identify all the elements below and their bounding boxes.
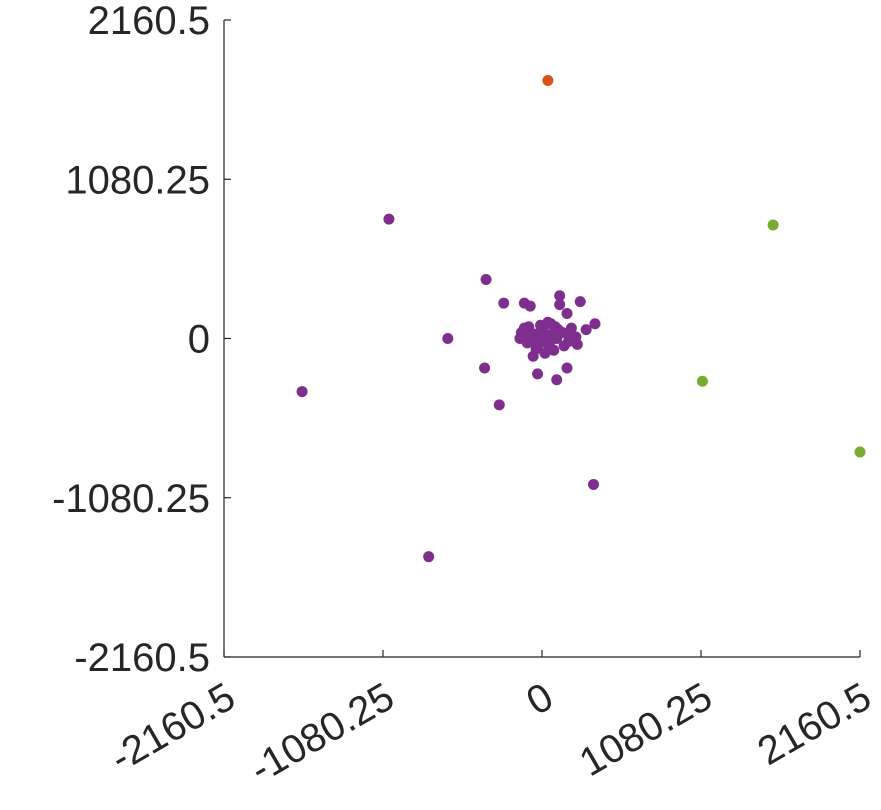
y-tick-label: 0 xyxy=(188,318,210,362)
scatter-point xyxy=(479,362,491,374)
scatter-point xyxy=(542,75,554,87)
y-tick-label: -2160.5 xyxy=(74,636,210,680)
y-tick-label: 1080.25 xyxy=(65,158,210,202)
scatter-point xyxy=(565,328,577,340)
scatter-point xyxy=(767,219,779,231)
scatter-point xyxy=(423,551,435,563)
scatter-point xyxy=(296,386,308,398)
scatter-point xyxy=(588,478,600,490)
scatter-point xyxy=(530,343,542,355)
x-tick-label: 1080.25 xyxy=(572,675,719,785)
scatter-point xyxy=(552,324,564,336)
x-tick-label: -2160.5 xyxy=(103,675,242,781)
scatter-point xyxy=(580,324,592,336)
scatter-point xyxy=(514,333,526,344)
scatter-point xyxy=(574,296,586,308)
scatter-point xyxy=(854,446,866,458)
scatter-point xyxy=(561,362,573,374)
scatter-point xyxy=(383,213,395,225)
scatter-point xyxy=(539,347,551,359)
points-layer xyxy=(296,75,866,563)
scatter-point xyxy=(523,321,535,333)
scatter-point xyxy=(524,300,536,312)
x-tick-label: 0 xyxy=(519,675,560,724)
scatter-point xyxy=(589,318,601,330)
scatter-point xyxy=(554,299,566,311)
x-tick-label: -1080.25 xyxy=(243,675,402,792)
scatter-point xyxy=(554,290,566,302)
scatter-point xyxy=(498,297,510,309)
scatter-point xyxy=(561,307,573,319)
scatter-point xyxy=(532,368,544,380)
scatter-point xyxy=(551,374,563,386)
scatter-point xyxy=(526,334,538,346)
scatter-point xyxy=(571,338,583,350)
scatter-point xyxy=(442,333,454,344)
scatter-point xyxy=(696,375,708,387)
scatter-point xyxy=(493,399,505,411)
scatter-point xyxy=(548,344,560,356)
scatter-point xyxy=(545,334,557,346)
x-tick-label: 2160.5 xyxy=(751,675,879,774)
axes-layer xyxy=(223,20,860,658)
scatter-point xyxy=(480,274,492,286)
y-tick-label: -1080.25 xyxy=(52,477,210,521)
y-tick-label: 2160.5 xyxy=(88,0,210,43)
